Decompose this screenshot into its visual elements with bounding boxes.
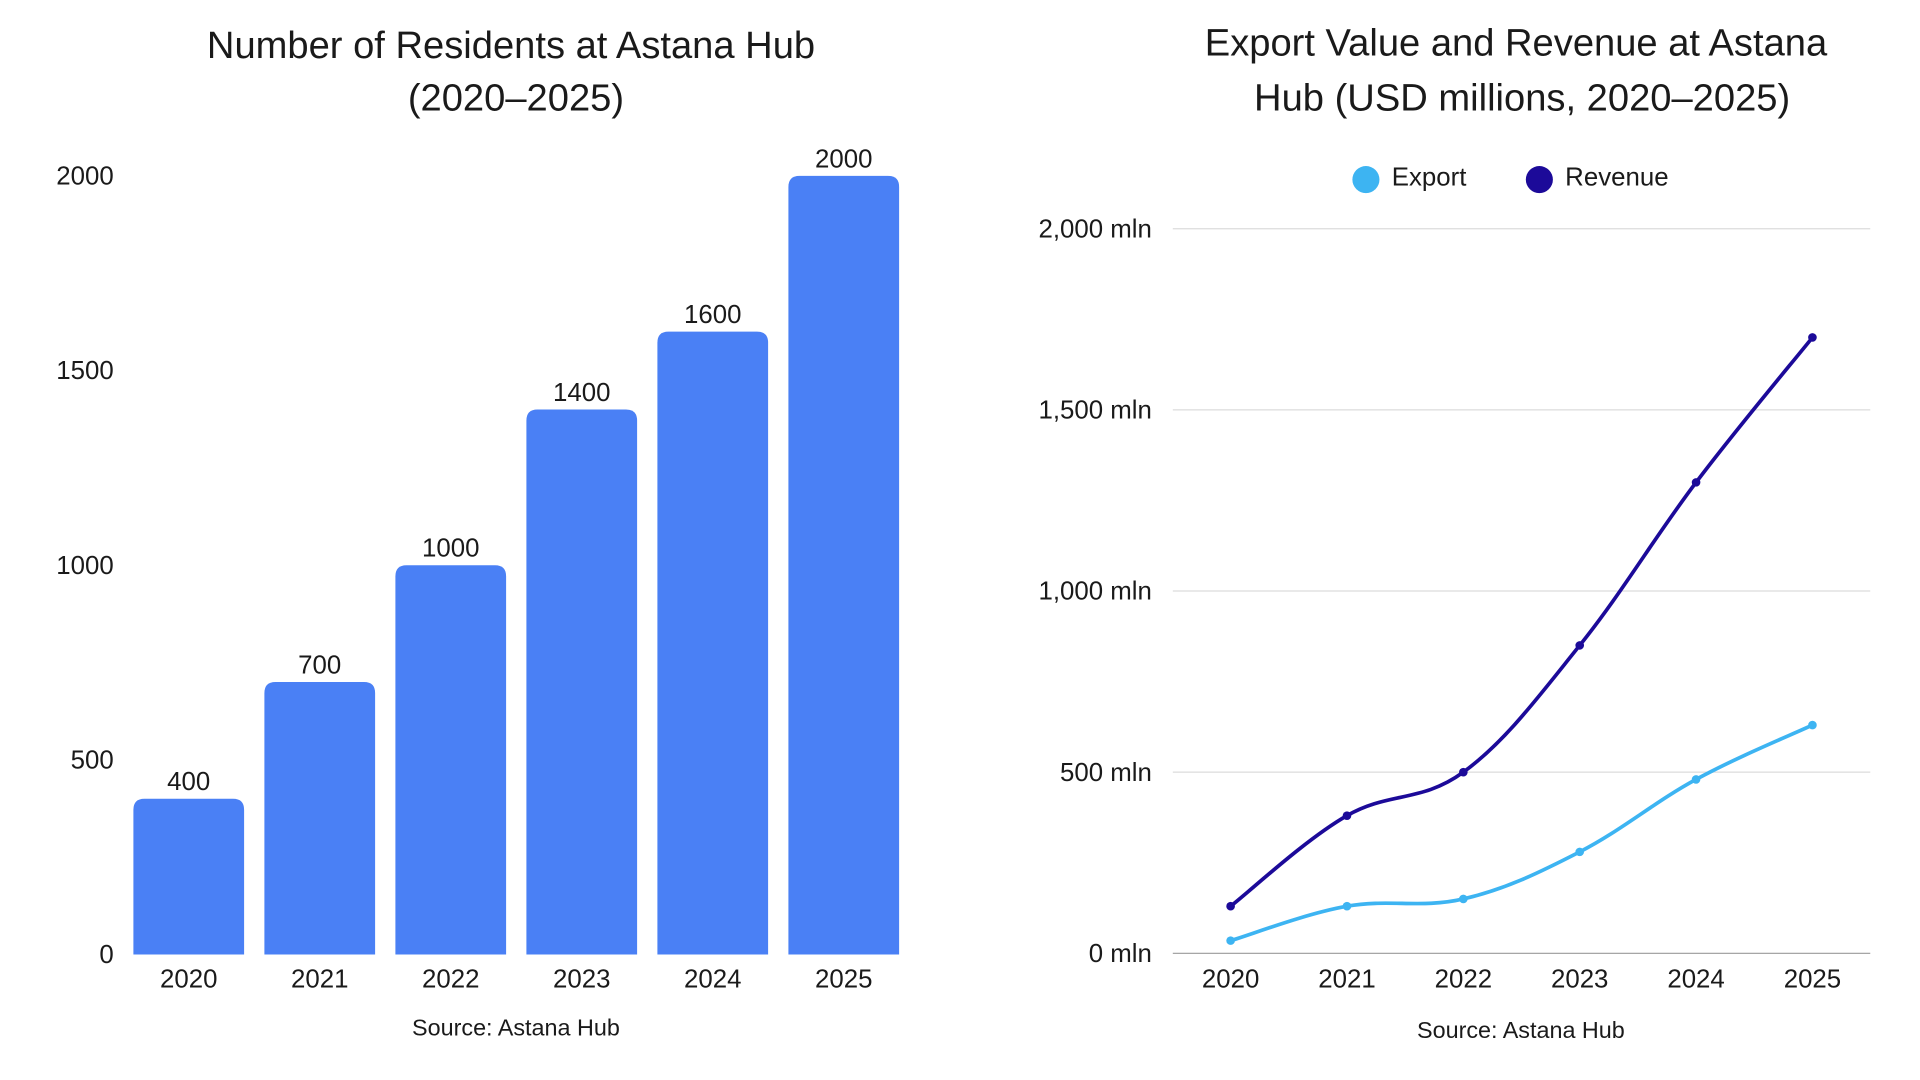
y-tick-label: 1,000 mln: [1038, 578, 1151, 606]
y-tick-label: 0 mln: [1089, 940, 1152, 968]
x-tick-label: 2023: [1551, 966, 1608, 994]
legend-label-export: Export: [1392, 164, 1467, 192]
x-tick-label: 2023: [553, 966, 610, 994]
y-tick-label: 1,500 mln: [1038, 397, 1151, 425]
y-tick-label: 500 mln: [1060, 759, 1152, 787]
line-chart-title-line-1: Export Value and Revenue at Astana: [1205, 21, 1828, 64]
x-tick-label: 2022: [1435, 966, 1492, 994]
residents-bar-chart: Number of Residents at Astana Hub (2020–…: [56, 24, 900, 1041]
data-point-revenue: [1575, 641, 1585, 650]
line-chart-title-line-2: Hub (USD millions, 2020–2025): [1254, 77, 1790, 120]
data-point-export: [1226, 936, 1235, 945]
x-tick-label: 2021: [291, 966, 348, 994]
legend-label-revenue: Revenue: [1565, 164, 1668, 192]
x-tick-label: 2025: [1784, 966, 1841, 994]
x-tick-label: 2024: [1667, 966, 1724, 994]
line-chart-source: Source: Astana Hub: [1417, 1017, 1625, 1043]
y-tick-label: 500: [71, 746, 114, 774]
x-tick-label: 2025: [815, 966, 872, 994]
bar-chart-title-line-2: (2020–2025): [408, 77, 624, 120]
bar: [133, 798, 245, 955]
bar: [395, 565, 507, 955]
data-point-export: [1342, 901, 1352, 911]
bar: [526, 409, 638, 955]
y-tick-label: 0: [99, 941, 113, 969]
data-point-revenue: [1226, 901, 1235, 911]
y-tick-label: 1500: [56, 357, 113, 385]
data-point-revenue: [1808, 333, 1817, 342]
bar: [264, 682, 376, 955]
bar-chart-title-line-1: Number of Residents at Astana Hub: [207, 24, 815, 67]
export-revenue-line-chart: Export Value and Revenue at Astana Hub (…: [1038, 21, 1871, 1043]
bar: [788, 175, 900, 955]
y-tick-label: 2,000 mln: [1038, 215, 1151, 243]
data-point-export: [1575, 847, 1585, 857]
data-point-export: [1808, 720, 1817, 730]
data-point-export: [1459, 894, 1468, 904]
x-tick-label: 2024: [684, 966, 741, 994]
bar-data-label: 1400: [553, 379, 610, 407]
legend-marker-export: [1352, 166, 1380, 194]
bar-data-label: 1600: [684, 301, 741, 329]
x-tick-label: 2020: [160, 966, 217, 994]
x-tick-label: 2020: [1202, 966, 1259, 994]
bar-data-label: 700: [298, 651, 341, 679]
data-point-export: [1691, 775, 1701, 784]
x-tick-label: 2021: [1318, 966, 1375, 994]
legend-marker-revenue: [1525, 166, 1553, 194]
bar-data-label: 1000: [422, 535, 479, 563]
bar-chart-source: Source: Astana Hub: [412, 1015, 620, 1041]
y-tick-label: 1000: [56, 552, 113, 580]
data-point-revenue: [1691, 478, 1701, 487]
bar-data-label: 400: [167, 768, 210, 796]
x-tick-label: 2022: [422, 966, 479, 994]
data-point-revenue: [1459, 767, 1468, 777]
data-point-revenue: [1342, 811, 1352, 820]
bar: [657, 331, 769, 955]
series-line-export: [1230, 723, 1814, 943]
series-line-revenue: [1229, 336, 1814, 908]
bar-data-label: 2000: [815, 145, 872, 173]
y-tick-label: 2000: [56, 163, 113, 191]
